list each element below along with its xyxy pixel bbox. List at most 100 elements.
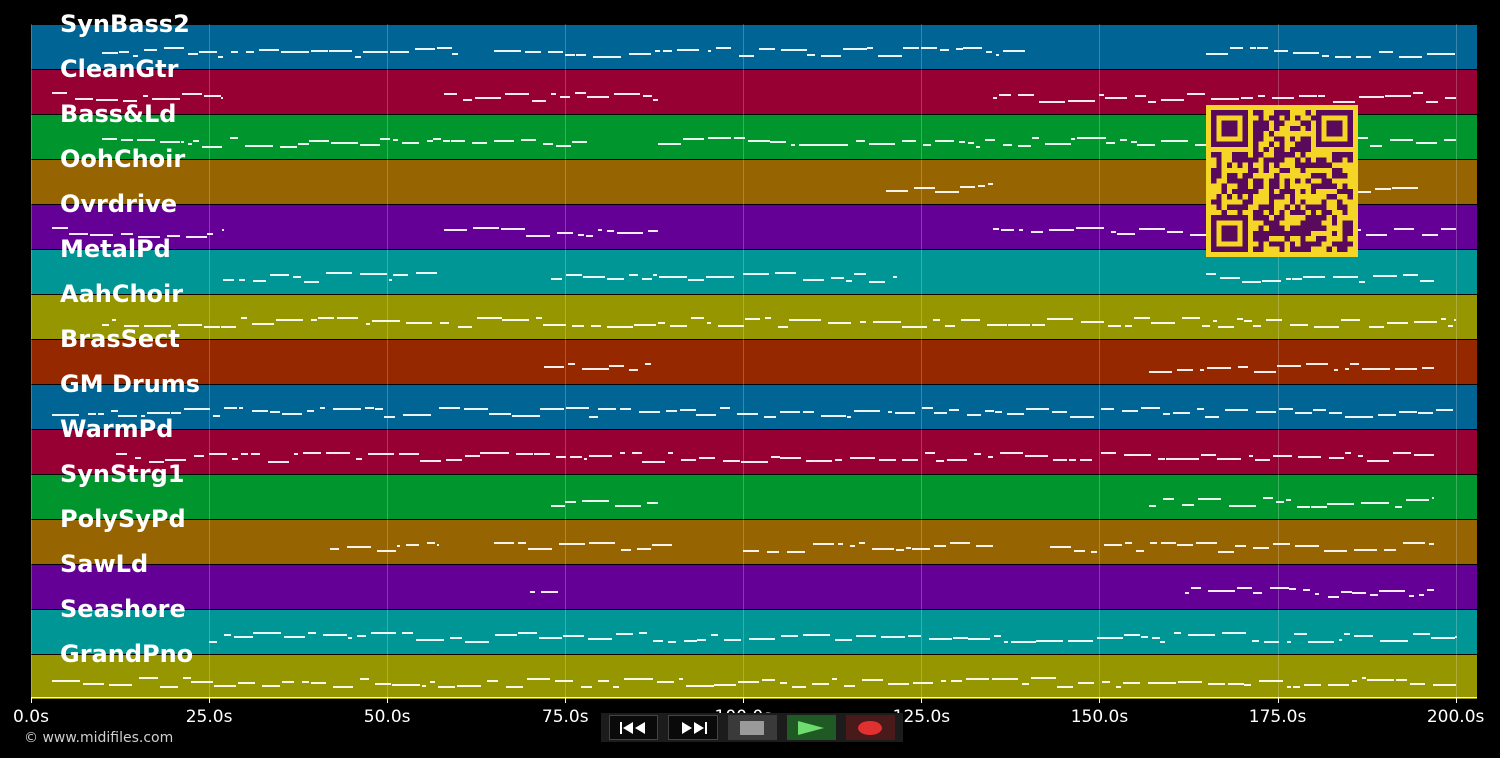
midi-note (384, 416, 395, 418)
track-lane[interactable] (31, 384, 1477, 429)
midi-note (708, 137, 731, 139)
midi-note (506, 686, 523, 688)
midi-note (1302, 589, 1310, 591)
midi-note (292, 276, 301, 278)
midi-note (282, 681, 295, 683)
stop-button[interactable] (727, 715, 777, 740)
midi-note (570, 456, 582, 458)
midi-note (1201, 454, 1217, 456)
midi-note (138, 677, 158, 679)
time-tick (1455, 697, 1457, 703)
midi-note (465, 455, 481, 457)
time-tick-label: 175.0s (1248, 707, 1307, 727)
midi-note (1130, 141, 1137, 143)
midi-note (1367, 460, 1389, 462)
midi-note (452, 53, 459, 55)
midi-note (550, 505, 566, 507)
midi-note (1262, 280, 1282, 282)
midi-note (307, 410, 314, 412)
midi-note (933, 412, 947, 414)
midi-note (488, 413, 512, 415)
midi-note (803, 279, 824, 281)
midi-note (1403, 274, 1419, 276)
rewind-button[interactable] (609, 715, 659, 740)
track-name-label: SawLd (60, 550, 149, 578)
midi-note (143, 49, 158, 51)
midi-note (1420, 280, 1435, 282)
midi-note (526, 678, 551, 680)
track-lane[interactable] (31, 564, 1477, 609)
midi-note (231, 51, 238, 53)
midi-note (1003, 641, 1008, 643)
midi-note (1003, 50, 1026, 52)
midi-note (317, 317, 335, 319)
midi-note (1070, 138, 1075, 140)
midi-note (613, 93, 640, 95)
midi-note (1285, 499, 1292, 501)
midi-note (365, 323, 371, 325)
midi-note (223, 279, 235, 281)
midi-note (811, 683, 830, 685)
midi-note (543, 324, 566, 326)
midi-note (1334, 369, 1339, 371)
midi-note (872, 548, 894, 550)
midi-note (446, 459, 462, 461)
midi-note (1110, 231, 1116, 233)
track-lane[interactable] (31, 24, 1477, 69)
track-lane[interactable] (31, 294, 1477, 339)
midi-note (525, 235, 551, 237)
midi-note (427, 542, 435, 544)
fast-forward-button[interactable] (668, 715, 718, 740)
track-lane[interactable] (31, 654, 1477, 699)
midi-note (975, 545, 993, 547)
midi-note (1412, 633, 1430, 635)
midi-note (831, 277, 844, 279)
record-button[interactable] (845, 715, 895, 740)
midi-note (1252, 325, 1262, 327)
midi-note (922, 144, 931, 146)
midi-note (359, 273, 388, 275)
midi-note (1165, 458, 1183, 460)
midi-note (1149, 371, 1173, 373)
midi-note (1370, 594, 1379, 596)
midi-note (780, 682, 788, 684)
midi-note (1123, 682, 1140, 684)
midi-note (535, 317, 542, 319)
midi-note (1141, 407, 1160, 409)
midi-note (1427, 589, 1435, 591)
midi-note (1338, 639, 1343, 641)
midi-note (310, 50, 328, 52)
midi-note (749, 638, 775, 640)
midi-note (1104, 544, 1123, 546)
midi-note (450, 140, 465, 142)
track-lane[interactable] (31, 429, 1477, 474)
time-gridline (921, 24, 923, 697)
midi-note (1021, 683, 1029, 685)
midi-note (1258, 95, 1265, 97)
midi-note (329, 50, 353, 52)
midi-note (583, 458, 588, 460)
track-lane[interactable] (31, 474, 1477, 519)
copyright-text: © www.midifiles.com (24, 730, 174, 746)
midi-note (518, 632, 537, 634)
track-lane[interactable] (31, 519, 1477, 564)
midi-note (771, 456, 780, 458)
track-lane[interactable] (31, 339, 1477, 384)
midi-note (1105, 97, 1127, 99)
play-button[interactable] (786, 715, 836, 740)
midi-note (1229, 505, 1256, 507)
track-lane[interactable] (31, 609, 1477, 654)
track-name-label: MetalPd (60, 235, 171, 263)
midi-note (365, 407, 374, 409)
midi-note (186, 236, 208, 238)
midi-note (392, 684, 421, 686)
midi-note (355, 458, 363, 460)
midi-note (1324, 550, 1347, 552)
midi-note (1011, 641, 1036, 643)
midi-note (959, 141, 965, 143)
midi-note (985, 139, 995, 141)
midi-note (641, 278, 652, 280)
midi-note (1098, 94, 1105, 96)
midi-note (978, 185, 986, 187)
midi-note (940, 49, 950, 51)
